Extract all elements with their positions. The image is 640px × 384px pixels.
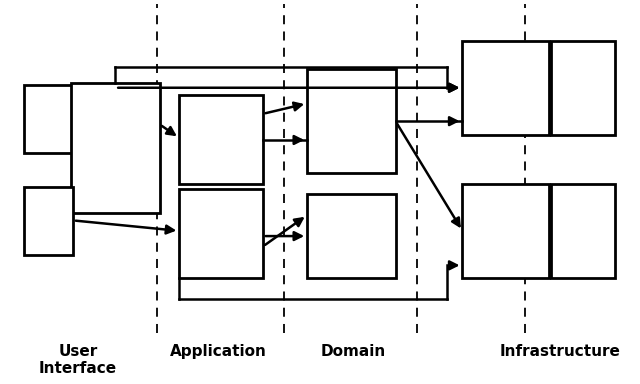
Text: Infrastructure: Infrastructure: [499, 344, 620, 359]
Bar: [24, 84, 73, 152]
Bar: [307, 194, 396, 278]
Text: Application: Application: [170, 344, 267, 359]
Bar: [463, 41, 549, 135]
Bar: [24, 187, 73, 255]
Bar: [463, 184, 549, 278]
Text: User
Interface: User Interface: [39, 344, 117, 376]
Bar: [71, 83, 159, 213]
Bar: [179, 189, 263, 278]
Bar: [179, 95, 263, 184]
Bar: [307, 69, 396, 174]
Bar: [551, 41, 615, 135]
Text: Domain: Domain: [321, 344, 386, 359]
Bar: [551, 184, 615, 278]
